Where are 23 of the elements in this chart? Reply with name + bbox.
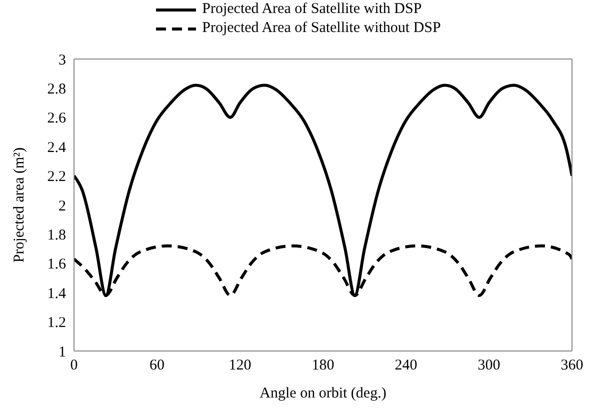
y-tick-label: 3 (58, 52, 66, 68)
line-series (74, 84, 572, 298)
legend-label: Projected Area of Satellite without DSP (202, 20, 441, 37)
y-tick-label: 2.4 (47, 140, 66, 156)
x-tick-label: 300 (478, 358, 500, 374)
x-tick-label: 180 (312, 358, 334, 374)
y-tick-label: 1.6 (47, 256, 66, 273)
x-tick-label: 240 (394, 358, 418, 374)
x-tick-label: 360 (560, 358, 584, 374)
y-tick-label: 1.2 (47, 315, 66, 332)
y-tick-label: 2.6 (47, 110, 66, 127)
legend-label: Projected Area of Satellite with DSP (202, 1, 422, 18)
y-axis-title: Projected area (m²) (11, 147, 28, 263)
y-tick-label: 2.8 (47, 82, 66, 98)
y-tick-label: 2 (58, 198, 66, 214)
y-tick-label: 1 (58, 344, 66, 360)
y-tick-label: 2.2 (47, 169, 66, 186)
x-tick-label: 60 (150, 358, 164, 374)
y-tick-label: 1.8 (47, 228, 66, 244)
x-tick-label: 120 (228, 358, 252, 374)
x-axis-title: Angle on orbit (deg.) (260, 386, 386, 402)
y-tick-label: 1.4 (47, 286, 66, 302)
x-tick-label: 0 (70, 358, 78, 374)
